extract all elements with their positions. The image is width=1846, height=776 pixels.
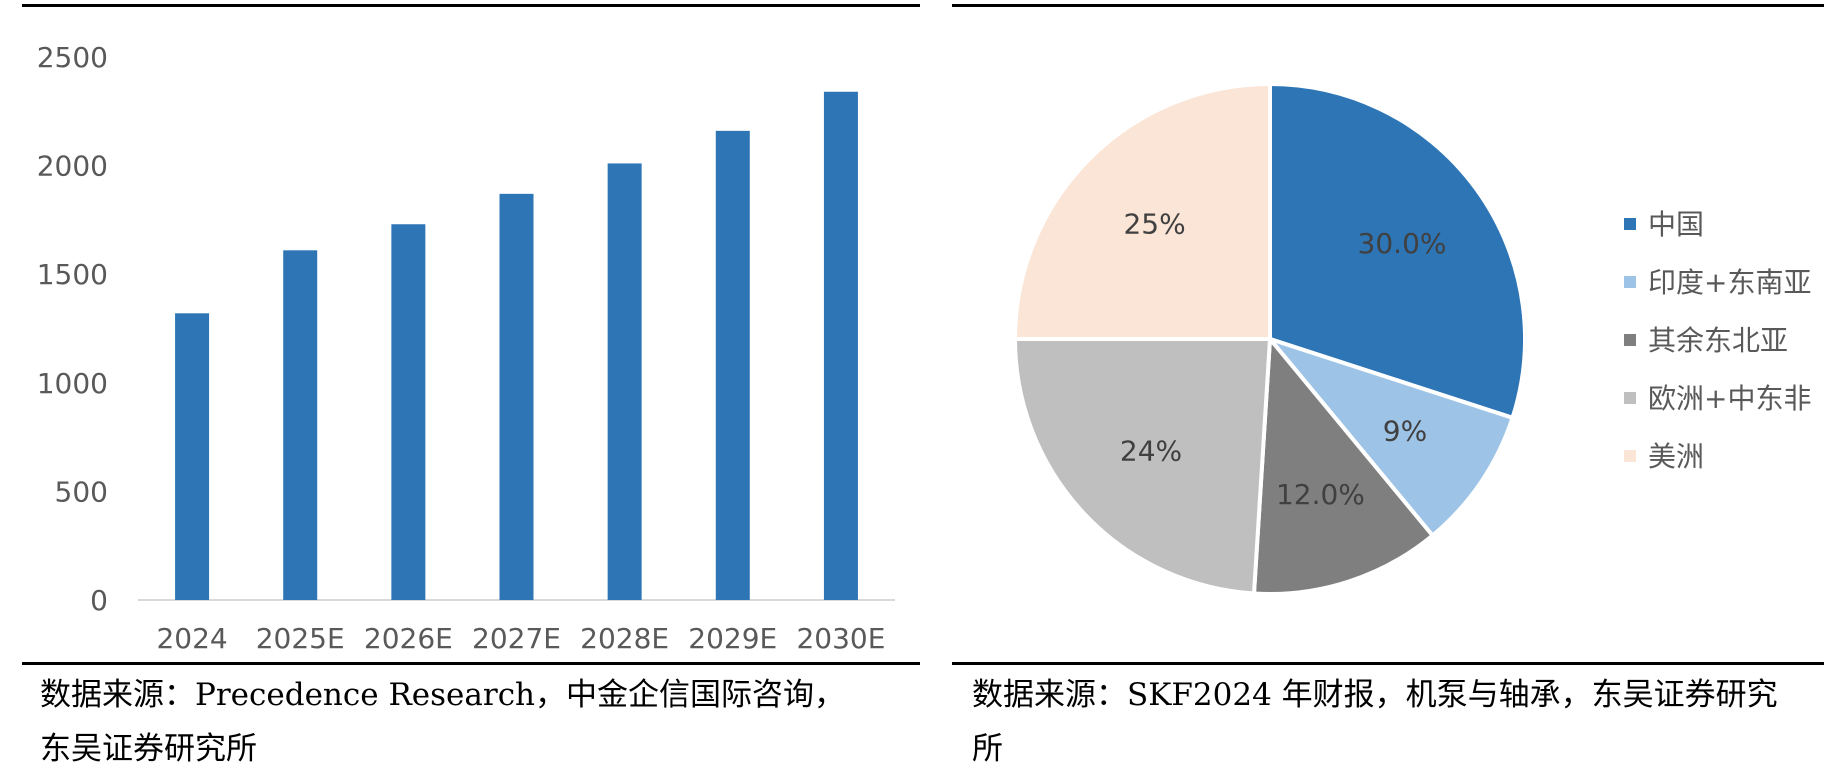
bar-chart-panel: 0 500 1000 1500 2000 2500 2024 2025E 2026E 2027E 2…	[0, 0, 920, 767]
x-tick-label: 2024	[156, 622, 227, 655]
pie-slice-4	[1012, 81, 1272, 341]
bar-2025E	[283, 250, 318, 601]
pie-data-label: 12.0%	[1276, 478, 1365, 511]
legend-swatch	[1624, 218, 1636, 230]
bar-2027E	[499, 193, 534, 600]
legend-label: 美洲	[1648, 440, 1704, 473]
bottom-rule	[952, 662, 1824, 665]
y-tick-label: 1000	[37, 367, 108, 400]
bar-2024	[175, 313, 210, 600]
legend-swatch	[1624, 276, 1636, 288]
y-tick-label: 500	[55, 475, 108, 508]
pie-chart-panel: 30.0% 9% 12.0% 24% 25% 中国 印度+东南亚 其余东北亚 欧洲+中东非 美洲 …	[952, 0, 1846, 767]
top-rule	[952, 4, 1824, 7]
pie-data-label: 25%	[1123, 208, 1185, 241]
y-tick-label: 0	[90, 584, 108, 617]
bar-2029E	[715, 130, 750, 600]
legend-swatch	[1624, 392, 1636, 404]
legend-label: 印度+东南亚	[1648, 266, 1811, 299]
pie-slice-2	[1251, 333, 1436, 596]
bar-2026E	[391, 224, 426, 600]
y-tick-label: 2500	[37, 41, 108, 74]
pie-data-label: 24%	[1120, 435, 1182, 468]
x-tick-label: 2029E	[688, 622, 777, 655]
pie-slice-3	[1012, 337, 1273, 596]
pie-slice-1	[1264, 334, 1516, 539]
x-tick-label: 2027E	[472, 622, 561, 655]
legend-label: 中国	[1648, 208, 1704, 241]
x-tick-label: 2025E	[256, 622, 345, 655]
legend-swatch	[1624, 334, 1636, 346]
x-tick-label: 2026E	[364, 622, 453, 655]
source-note-right: 数据来源：SKF2024 年财报，机泵与轴承，东吴证券研究所	[972, 677, 1778, 767]
pie-data-label: 9%	[1383, 415, 1427, 448]
source-note-left: 数据来源：Precedence Research，中金企信国际咨询，东吴证券研究…	[40, 677, 846, 767]
legend-swatch	[1624, 450, 1636, 462]
x-tick-label: 2028E	[580, 622, 669, 655]
bar-2028E	[607, 163, 642, 601]
bar-2030E	[823, 91, 858, 600]
top-rule	[22, 4, 920, 7]
bottom-rule	[22, 662, 920, 665]
pie-data-label: 30.0%	[1358, 227, 1447, 260]
x-tick-label: 2030E	[796, 622, 885, 655]
legend-label: 欧洲+中东非	[1648, 382, 1811, 415]
pie-slice-0	[1268, 81, 1527, 421]
legend-label: 其余东北亚	[1648, 324, 1788, 357]
y-tick-label: 2000	[37, 150, 108, 183]
bar-chart: 0 500 1000 1500 2000 2500 2024 2025E 2026E 2027E 2…	[37, 41, 895, 655]
y-tick-label: 1500	[37, 258, 108, 291]
